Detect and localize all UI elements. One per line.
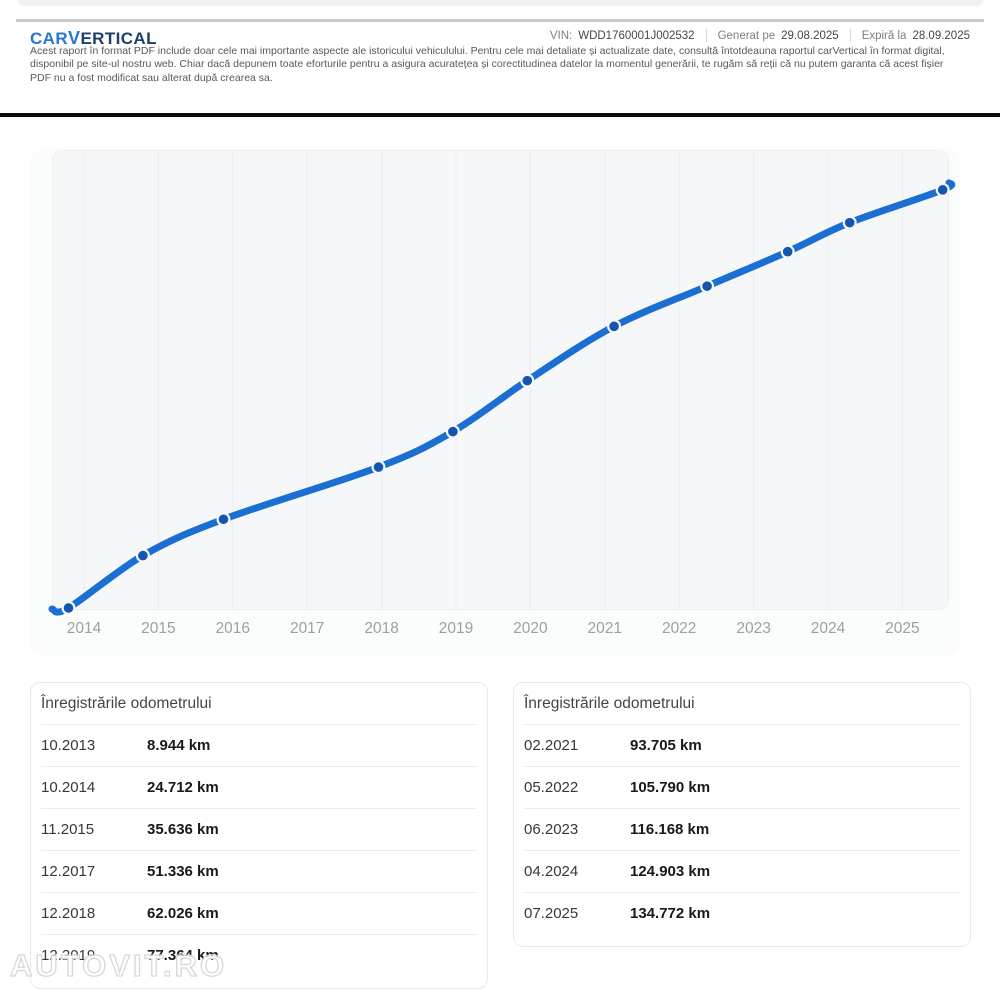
x-tick-label: 2025 xyxy=(885,620,920,637)
table-title: Înregistrările odometrului xyxy=(524,695,695,712)
report-meta: VIN: WDD1760001J002532 Generat pe 29.08.… xyxy=(550,29,970,42)
odometer-date: 10.2013 xyxy=(41,737,96,754)
x-tick-label: 2024 xyxy=(810,620,846,637)
odometer-date: 12.2017 xyxy=(41,863,96,880)
table-row: 12.2018 62.026 km xyxy=(41,892,477,934)
x-tick-label: 2022 xyxy=(661,620,697,637)
odometer-value: 134.772 km xyxy=(630,905,711,922)
odometer-value: 35.636 km xyxy=(147,821,219,838)
data-point-dot xyxy=(373,462,384,472)
table-row: 12.2017 51.336 km xyxy=(41,850,477,892)
odometer-chart-svg xyxy=(48,150,956,616)
x-tick-label: 2014 xyxy=(66,620,102,637)
data-point-dot xyxy=(218,514,229,525)
x-tick-label: 2017 xyxy=(289,620,325,637)
odometer-date: 07.2025 xyxy=(524,905,579,922)
x-tick-label: 2019 xyxy=(438,620,474,637)
vin-label: VIN: xyxy=(549,29,573,42)
odometer-value: 116.168 km xyxy=(630,821,710,838)
x-tick-label: 2015 xyxy=(141,620,176,637)
generated-label: Generat pe xyxy=(717,29,776,42)
meta-separator xyxy=(849,29,851,42)
table-title: Înregistrările odometrului xyxy=(41,695,212,712)
expires-label: Expiră la xyxy=(861,29,907,42)
data-point-dot xyxy=(702,281,712,291)
table-row: 10.2014 24.712 km xyxy=(41,766,477,808)
carvertical-logo: CARVERTICAL xyxy=(30,28,157,49)
data-point-dot xyxy=(782,246,793,257)
odometer-date: 12.2019 xyxy=(41,947,96,964)
data-point-dot xyxy=(522,375,533,386)
logo-check-v: V xyxy=(68,28,81,48)
odometer-date: 02.2021 xyxy=(524,737,579,754)
odometer-value: 24.712 km xyxy=(147,779,219,796)
table-row: 02.2021 93.705 km xyxy=(524,724,960,766)
logo-car-text: CAR xyxy=(30,29,69,48)
odometer-value: 93.705 km xyxy=(630,737,702,754)
odometer-value: 62.026 km xyxy=(147,905,219,922)
section-divider-bar xyxy=(0,113,1000,117)
disclaimer: Acest raport în format PDF include doar … xyxy=(30,45,990,85)
table-row: 10.2013 8.944 km xyxy=(41,724,477,766)
data-point-dot xyxy=(937,185,948,195)
odometer-chart-panel: 2014 2015 2016 2017 2018 2019 2020 2021 … xyxy=(30,148,960,656)
table-row: 06.2023 116.168 km xyxy=(524,808,960,850)
odometer-date: 06.2023 xyxy=(524,821,579,838)
expires-value: 28.09.2025 xyxy=(912,29,970,42)
odometer-table-card: Înregistrările odometrului 10.2013 8.944… xyxy=(30,682,488,989)
table-row: 04.2024 124.903 km xyxy=(524,850,960,892)
table-row: 12.2019 77.364 km xyxy=(41,934,477,976)
data-point-dot xyxy=(138,550,148,561)
table-row: 11.2015 35.636 km xyxy=(41,808,477,850)
data-point-dot xyxy=(63,603,74,613)
odometer-value: 8.944 km xyxy=(147,737,211,754)
plot-region xyxy=(52,150,949,610)
x-tick-label: 2020 xyxy=(513,620,548,637)
disclaimer-line: Acest raport în format PDF include doar … xyxy=(30,45,945,57)
data-point-dot xyxy=(448,426,458,437)
previous-card-edge xyxy=(18,0,983,6)
table-row: 07.2025 134.772 km xyxy=(524,892,960,934)
disclaimer-line: disponibil pe site-ul nostru web. Chiar … xyxy=(30,58,944,71)
odometer-date: 05.2022 xyxy=(524,779,579,796)
disclaimer-line: PDF nu a fost modificat sau alterat după… xyxy=(30,71,273,84)
meta-separator xyxy=(705,29,707,42)
data-point-dot xyxy=(609,321,619,332)
data-point-dots xyxy=(61,182,950,615)
x-tick-label: 2021 xyxy=(587,620,623,637)
generated-value: 29.08.2025 xyxy=(781,29,839,42)
odometer-date: 04.2024 xyxy=(524,863,579,880)
x-tick-label: 2016 xyxy=(215,620,251,637)
watermark-text: AUTOVIT.RO xyxy=(9,947,228,983)
odometer-date: 12.2018 xyxy=(41,905,96,922)
odometer-value: 51.336 km xyxy=(147,863,219,880)
odometer-value: 105.790 km xyxy=(630,779,711,796)
data-point-dot xyxy=(844,217,855,228)
x-tick-label: 2018 xyxy=(364,620,399,637)
odometer-value: 124.903 km xyxy=(630,863,711,880)
odometer-table-card: Înregistrările odometrului 02.2021 93.70… xyxy=(513,682,971,947)
table-row: 05.2022 105.790 km xyxy=(524,766,960,808)
vin-value: WDD1760001J002532 xyxy=(578,29,695,42)
logo-ertical-text: ERTICAL xyxy=(80,29,157,48)
header-divider xyxy=(16,19,984,22)
odometer-date: 11.2015 xyxy=(41,821,95,838)
odometer-date: 10.2014 xyxy=(41,779,96,796)
odometer-value: 77.364 km xyxy=(147,947,219,964)
x-tick-label: 2023 xyxy=(736,620,771,637)
